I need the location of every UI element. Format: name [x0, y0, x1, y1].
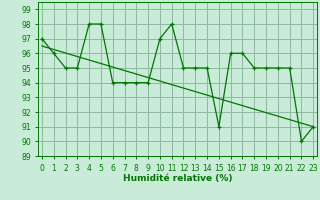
X-axis label: Humidité relative (%): Humidité relative (%) — [123, 174, 232, 183]
